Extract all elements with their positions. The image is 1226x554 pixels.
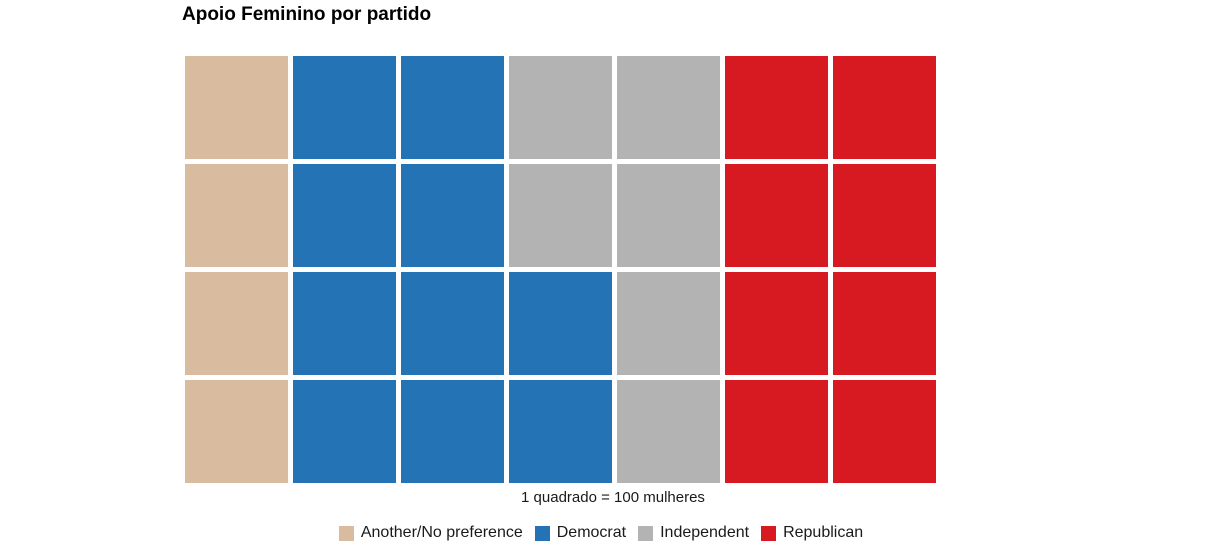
waffle-square-republican-2 bbox=[725, 272, 828, 375]
waffle-square-another-no-preference-2 bbox=[185, 272, 288, 375]
waffle-square-democrat-8 bbox=[401, 56, 504, 159]
waffle-square-democrat-10 bbox=[509, 272, 612, 375]
legend-label: Democrat bbox=[556, 524, 627, 541]
legend-swatch bbox=[534, 525, 550, 541]
legend-swatch bbox=[338, 525, 354, 541]
legend-item: Independent bbox=[638, 524, 749, 542]
waffle-square-another-no-preference-4 bbox=[185, 56, 288, 159]
waffle-square-republican-7 bbox=[833, 164, 936, 267]
legend-swatch bbox=[761, 525, 777, 541]
chart-caption: 1 quadrado = 100 mulheres bbox=[521, 489, 705, 506]
waffle-square-democrat-5 bbox=[401, 380, 504, 483]
waffle-square-republican-1 bbox=[725, 380, 828, 483]
waffle-square-democrat-6 bbox=[401, 272, 504, 375]
waffle-square-democrat-1 bbox=[293, 380, 396, 483]
waffle-square-democrat-7 bbox=[401, 164, 504, 267]
chart-title: Apoio Feminino por partido bbox=[182, 4, 432, 25]
waffle-square-independent-2 bbox=[509, 56, 612, 159]
legend-item: Democrat bbox=[534, 524, 627, 542]
waffle-square-republican-6 bbox=[833, 272, 936, 375]
waffle-square-independent-1 bbox=[509, 164, 612, 267]
legend-label: Independent bbox=[660, 524, 750, 541]
waffle-square-another-no-preference-1 bbox=[185, 380, 288, 483]
legend-label: Republican bbox=[783, 524, 864, 541]
waffle-square-democrat-9 bbox=[509, 380, 612, 483]
waffle-square-republican-8 bbox=[833, 56, 936, 159]
waffle-square-republican-3 bbox=[725, 164, 828, 267]
waffle-square-independent-4 bbox=[617, 272, 720, 375]
legend-item: Republican bbox=[761, 524, 863, 542]
legend-label: Another/No preference bbox=[360, 524, 523, 541]
waffle-square-independent-5 bbox=[617, 164, 720, 267]
waffle-square-another-no-preference-3 bbox=[185, 164, 288, 267]
legend-item: Another/No preference bbox=[338, 524, 523, 542]
waffle-square-democrat-2 bbox=[293, 272, 396, 375]
waffle-square-democrat-4 bbox=[293, 56, 396, 159]
legend: Another/No preference Democrat Independent… bbox=[0, 524, 1202, 542]
waffle-square-independent-3 bbox=[617, 380, 720, 483]
waffle-square-independent-6 bbox=[617, 56, 720, 159]
legend-swatch bbox=[638, 525, 654, 541]
waffle-square-democrat-3 bbox=[293, 164, 396, 267]
waffle-square-republican-5 bbox=[833, 380, 936, 483]
waffle-square-republican-4 bbox=[725, 56, 828, 159]
